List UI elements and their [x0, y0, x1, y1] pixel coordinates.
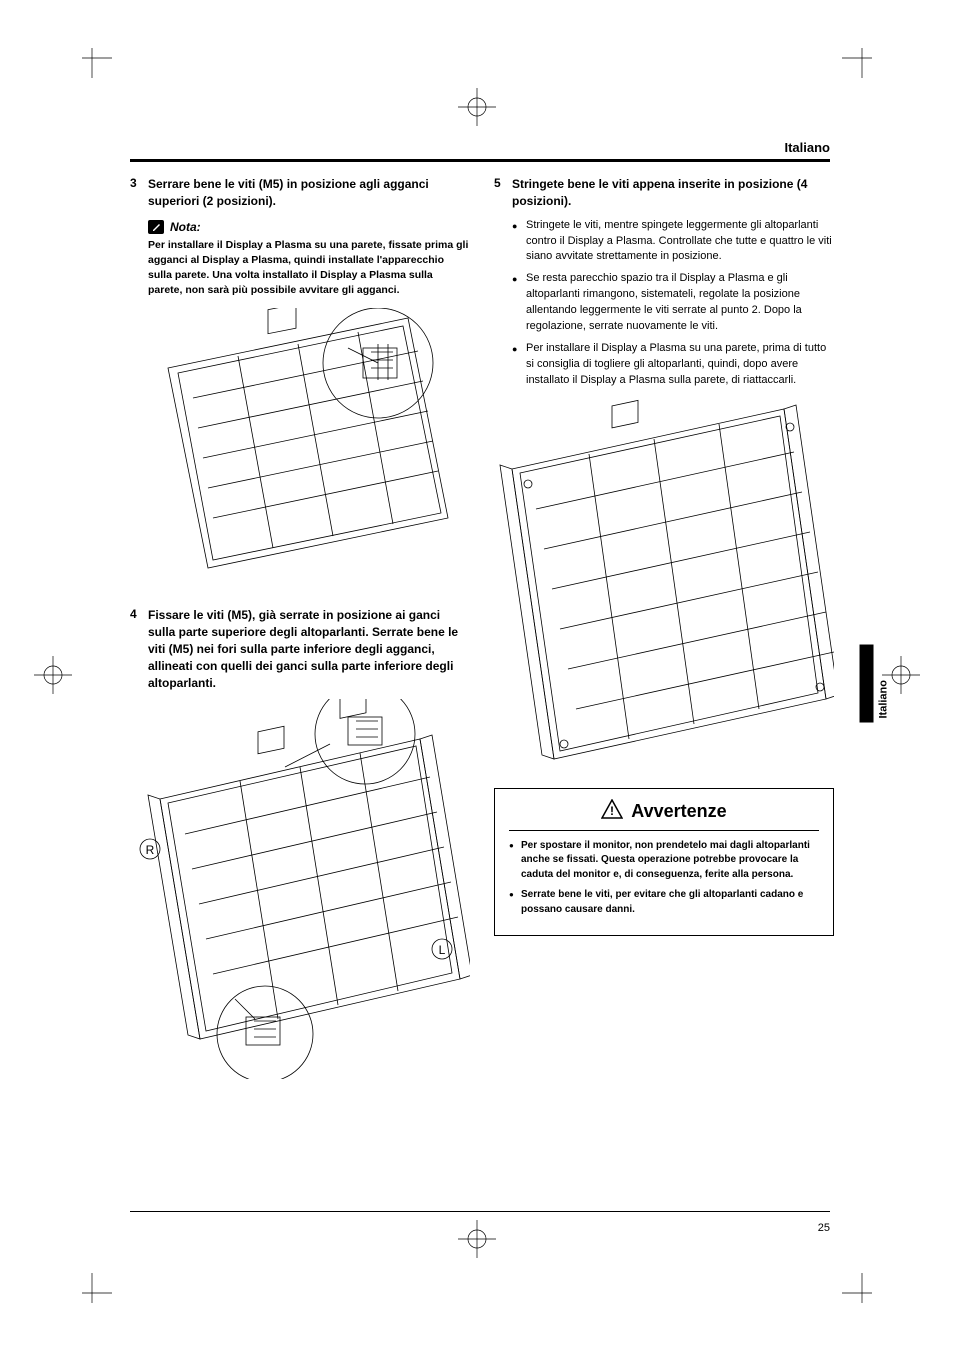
page-content: Italiano 3 Serrare bene le viti (M5) in … — [130, 140, 830, 1240]
figure-step4: R L — [130, 699, 470, 1084]
step-4-text: Fissare le viti (M5), già serrate in pos… — [148, 607, 470, 691]
step-3: 3 Serrare bene le viti (M5) in posizione… — [130, 176, 470, 210]
side-language-tab: Italiano — [878, 680, 890, 719]
step-5: 5 Stringete bene le viti appena inserite… — [494, 176, 834, 210]
step-5-bullets: Stringete le viti, mentre spingete legge… — [512, 218, 834, 389]
svg-text:L: L — [439, 943, 446, 957]
bullet-item: Stringete le viti, mentre spingete legge… — [512, 218, 834, 266]
nota-label: Nota: — [170, 220, 201, 234]
bullet-item: Per installare il Display a Plasma su un… — [512, 341, 834, 389]
figure-step3 — [148, 308, 470, 593]
right-column: 5 Stringete bene le viti appena inserite… — [494, 176, 834, 1098]
svg-text:!: ! — [610, 804, 614, 818]
warning-item: Per spostare il monitor, non prendetelo … — [509, 839, 819, 883]
left-column: 3 Serrare bene le viti (M5) in posizione… — [130, 176, 470, 1098]
warning-icon: ! — [601, 799, 623, 824]
pencil-icon — [148, 220, 164, 234]
crop-tl — [72, 38, 112, 78]
nota-text: Per installare il Display a Plasma su un… — [148, 238, 470, 299]
step-4: 4 Fissare le viti (M5), già serrate in p… — [130, 607, 470, 691]
figure-step5 — [494, 399, 834, 774]
reg-top — [452, 82, 502, 137]
step-3-num: 3 — [130, 176, 148, 210]
warning-title: Avvertenze — [631, 801, 726, 822]
step-4-num: 4 — [130, 607, 148, 691]
warning-list: Per spostare il monitor, non prendetelo … — [509, 839, 819, 918]
bullet-item: Se resta parecchio spazio tra il Display… — [512, 271, 834, 335]
warning-box: ! Avvertenze Per spostare il monitor, no… — [494, 788, 834, 937]
warning-item: Serrate bene le viti, per evitare che gl… — [509, 888, 819, 917]
nota-header: Nota: — [148, 220, 470, 234]
reg-left — [28, 650, 78, 705]
crop-br — [842, 1273, 882, 1313]
step-5-num: 5 — [494, 176, 512, 210]
svg-text:R: R — [146, 843, 155, 857]
footer-rule — [130, 1211, 830, 1212]
crop-tr — [842, 38, 882, 78]
step-5-text: Stringete bene le viti appena inserite i… — [512, 176, 834, 210]
content-columns: 3 Serrare bene le viti (M5) in posizione… — [130, 176, 830, 1098]
step-3-text: Serrare bene le viti (M5) in posizione a… — [148, 176, 470, 210]
warning-header: ! Avvertenze — [509, 799, 819, 831]
page-number: 25 — [818, 1222, 830, 1234]
page-header-lang: Italiano — [130, 140, 830, 162]
crop-bl — [72, 1273, 112, 1313]
